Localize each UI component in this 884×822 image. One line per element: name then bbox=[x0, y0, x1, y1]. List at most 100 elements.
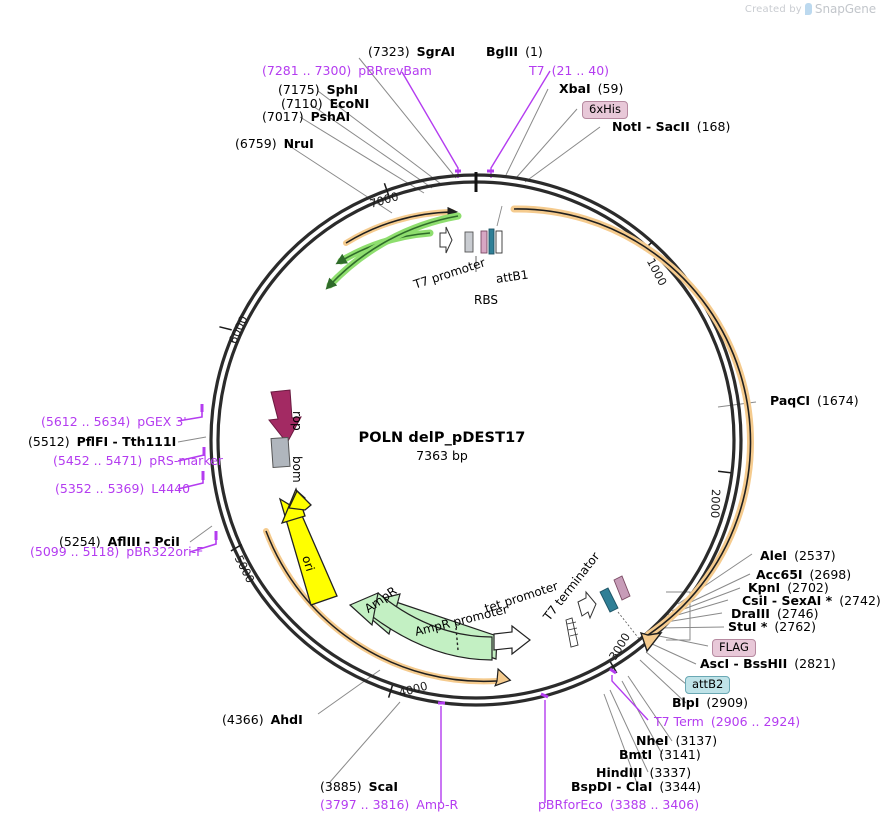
label-pbrforeco-pos: (3388 .. 3406) bbox=[609, 797, 700, 812]
ampr-promoter-arrow bbox=[493, 624, 531, 656]
label-sphi: (7175) SphI bbox=[278, 83, 358, 96]
rop-arrow bbox=[268, 389, 302, 444]
label-amp-r-primer-pos: (3797 .. 3816) bbox=[320, 797, 410, 812]
label-alei-name: AleI bbox=[760, 548, 788, 563]
label-paqci-name: PaqCI bbox=[770, 393, 811, 408]
label-blpi-pos: (2909) bbox=[706, 695, 748, 710]
watermark-brand: SnapGene bbox=[814, 2, 876, 16]
label-xbai-pos: (59) bbox=[597, 81, 624, 96]
label-csii-sexai-name: CsiI - SexAI * bbox=[742, 593, 833, 608]
label-draiii: DraIII (2746) bbox=[731, 607, 819, 620]
plasmid-title-block: POLN delP_pDEST17 7363 bp bbox=[0, 430, 884, 463]
leader-lines-top-right bbox=[505, 88, 601, 183]
label-econi-pos: (7110) bbox=[281, 96, 323, 111]
label-sgrai-pos: (7323) bbox=[368, 44, 410, 59]
upper-left-feature-arrows bbox=[325, 206, 462, 290]
snapgene-logo-icon bbox=[804, 3, 812, 15]
bom-feature-box bbox=[270, 436, 291, 469]
tick-label-2000: 2000 bbox=[707, 488, 723, 519]
feature-label-rop: rop bbox=[290, 411, 304, 431]
label-kpni: KpnI (2702) bbox=[748, 581, 829, 594]
label-pgex-3prime-pos: (5612 .. 5634) bbox=[41, 414, 131, 429]
label-afliii-pcii-name: AflIII - PciI bbox=[107, 534, 180, 549]
leader-lines-primer-right bbox=[544, 675, 649, 803]
label-draiii-name: DraIII bbox=[731, 606, 770, 621]
label-bglii: BglII (1) bbox=[486, 45, 543, 58]
poln-insert-arc bbox=[510, 205, 754, 653]
label-sphi-pos: (7175) bbox=[278, 82, 320, 97]
label-l4440-name: L4440 bbox=[151, 481, 191, 496]
leader-lines-right-cluster bbox=[603, 553, 753, 787]
label-nhei-name: NheI bbox=[636, 733, 669, 748]
ori-arrow bbox=[278, 487, 338, 606]
label-pgex-3prime: (5612 .. 5634) pGEX 3' bbox=[41, 415, 187, 428]
label-hindiii-name: HindIII bbox=[596, 765, 643, 780]
label-asci-bsshii-name: AscI - BssHII bbox=[700, 656, 788, 671]
label-pflfi-tth111i: (5512) PflFI - Tth111I bbox=[28, 435, 176, 448]
label-pgex-3prime-name: pGEX 3' bbox=[137, 414, 187, 429]
label-l4440: (5352 .. 5369) L4440 bbox=[55, 482, 190, 495]
label-hindiii: HindIII (3337) bbox=[596, 766, 691, 779]
label-nrui: (6759) NruI bbox=[235, 137, 314, 150]
badge-attb2: attB2 bbox=[685, 676, 731, 695]
label-asci-bsshii: AscI - BssHII (2821) bbox=[700, 657, 836, 670]
leader-lines-bottom bbox=[317, 669, 401, 783]
label-pshai-name: PshAI bbox=[310, 109, 351, 124]
label-noti-sacii: NotI - SacII (168) bbox=[612, 120, 730, 133]
label-pbrforeco-name: pBRforEco bbox=[538, 797, 603, 812]
ampr-gene-arrow bbox=[348, 592, 498, 661]
label-acc65i-pos: (2698) bbox=[809, 567, 852, 582]
badge-6xhis: 6xHis bbox=[582, 101, 628, 120]
ring-primer-ticks bbox=[200, 169, 617, 705]
label-stui-name: StuI * bbox=[728, 619, 768, 634]
label-amp-r-primer-name: Amp-R bbox=[416, 797, 459, 812]
label-csii-sexai: CsiI - SexAI * (2742) bbox=[742, 594, 881, 607]
label-pshai-pos: (7017) bbox=[262, 109, 304, 124]
leader-lines-top-left bbox=[287, 57, 457, 214]
label-afliii-pcii: (5254) AflIII - PciI bbox=[59, 535, 180, 548]
label-sgrai-name: SgrAI bbox=[416, 44, 456, 59]
label-pbrrevbam-name: pBRrevBam bbox=[358, 63, 432, 78]
label-stui: StuI * (2762) bbox=[728, 620, 816, 633]
label-afliii-pcii-pos: (5254) bbox=[59, 534, 101, 549]
label-bspdi-clai: BspDI - ClaI (3344) bbox=[571, 780, 701, 793]
label-pflfi-tth111i-pos: (5512) bbox=[28, 434, 70, 449]
watermark-prefix: Created by bbox=[744, 3, 802, 15]
label-nhei: NheI (3137) bbox=[636, 734, 717, 747]
label-pbr322ori-f-name: pBR322ori-F bbox=[126, 544, 204, 559]
label-csii-sexai-pos: (2742) bbox=[839, 593, 881, 608]
label-acc65i: Acc65I (2698) bbox=[756, 568, 851, 581]
bottom-right-small-features bbox=[565, 575, 641, 648]
label-bglii-name: BglII bbox=[486, 44, 519, 59]
label-asci-bsshii-pos: (2821) bbox=[794, 656, 836, 671]
label-sgrai: (7323) SgrAI bbox=[368, 45, 455, 58]
bottom-orange-arc bbox=[263, 528, 512, 687]
label-draiii-pos: (2746) bbox=[776, 606, 819, 621]
label-blpi-name: BlpI bbox=[672, 695, 700, 710]
label-pbrrevbam-pos: (7281 .. 7300) bbox=[262, 63, 352, 78]
label-econi: (7110) EcoNI bbox=[281, 97, 369, 110]
plasmid-name: POLN delP_pDEST17 bbox=[358, 430, 526, 446]
label-kpni-name: KpnI bbox=[748, 580, 781, 595]
label-ahdi-pos: (4366) bbox=[222, 712, 264, 727]
label-hindiii-pos: (3337) bbox=[649, 765, 692, 780]
label-xbai: XbaI (59) bbox=[559, 82, 623, 95]
label-scai-name: ScaI bbox=[368, 779, 399, 794]
label-noti-sacii-name: NotI - SacII bbox=[612, 119, 690, 134]
label-bmti: BmtI (3141) bbox=[619, 748, 701, 761]
label-l4440-pos: (5352 .. 5369) bbox=[55, 481, 145, 496]
label-t7-term: T7 Term (2906 .. 2924) bbox=[654, 715, 800, 728]
snapgene-watermark: Created by SnapGene bbox=[745, 2, 876, 16]
label-t7-term-pos: (2906 .. 2924) bbox=[710, 714, 801, 729]
feature-label-rbs: RBS bbox=[474, 293, 498, 307]
label-stui-pos: (2762) bbox=[774, 619, 816, 634]
label-nrui-pos: (6759) bbox=[235, 136, 277, 151]
label-alei-pos: (2537) bbox=[794, 548, 836, 563]
label-acc65i-name: Acc65I bbox=[756, 567, 803, 582]
label-amp-r-primer: (3797 .. 3816) Amp-R bbox=[320, 798, 458, 811]
label-nrui-name: NruI bbox=[283, 136, 314, 151]
label-ahdi-name: AhdI bbox=[270, 712, 303, 727]
label-sphi-name: SphI bbox=[326, 82, 359, 97]
label-bglii-pos: (1) bbox=[525, 44, 543, 59]
